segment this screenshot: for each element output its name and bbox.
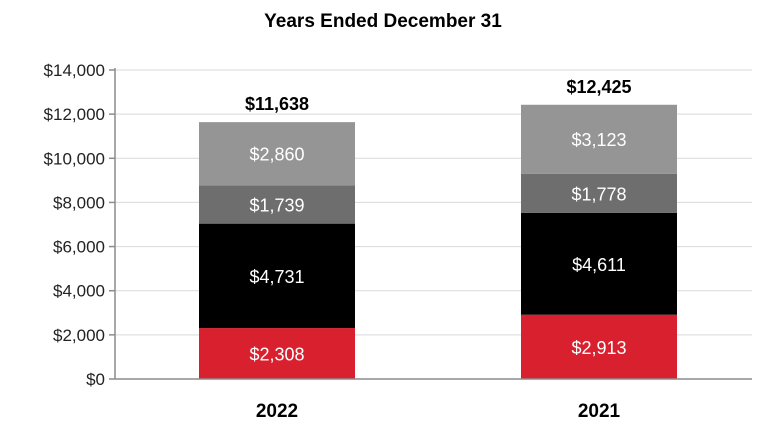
segment-value-label: $3,123 [571,130,626,150]
bar-segment [521,104,677,174]
segment-value-label: $1,778 [571,184,626,204]
segment-value-label: $4,611 [572,255,626,275]
segment-value-label: $1,739 [249,195,304,215]
segment-value-label: $2,308 [249,345,304,365]
bar-segment [521,314,677,379]
y-tick-label: $4,000 [53,282,105,301]
axes [109,68,752,380]
x-category-label: 2021 [578,401,621,422]
bar-segment [199,122,355,186]
chart-title: Years Ended December 31 [264,11,502,32]
bar-stack-2021: $2,913 $4,611 $1,778 $3,123 [521,104,677,379]
bar-total-label: $11,638 [245,94,309,114]
bars: $2,308 $4,731 $1,739 $2,860 $11,638 $2,913 $4,… [199,77,677,379]
segment-value-label: $2,860 [249,145,304,165]
bar-segment [521,212,677,315]
segment-value-label: $2,913 [571,338,626,358]
y-tick-label: $12,000 [44,105,105,124]
y-tick-label: $2,000 [53,326,105,345]
bar-segment [199,223,355,329]
y-tick-label: $0 [86,370,105,389]
bar-segment [199,185,355,224]
x-axis-categories: 2022 2021 [256,401,621,422]
bar-stack-2022: $2,308 $4,731 $1,739 $2,860 [199,122,355,379]
bar-segment [521,173,677,213]
y-axis-ticks: $0 $2,000 $4,000 $6,000 $8,000 $10,000 $12,000… [44,61,105,389]
y-tick-label: $14,000 [44,61,105,80]
x-category-label: 2022 [256,401,298,422]
bar-total-label: $12,425 [566,77,631,97]
segment-value-label: $4,731 [249,267,304,287]
y-tick-label: $6,000 [53,238,105,257]
y-tick-label: $8,000 [53,193,105,212]
bar-segment [199,328,355,379]
y-tick-label: $10,000 [44,149,105,168]
